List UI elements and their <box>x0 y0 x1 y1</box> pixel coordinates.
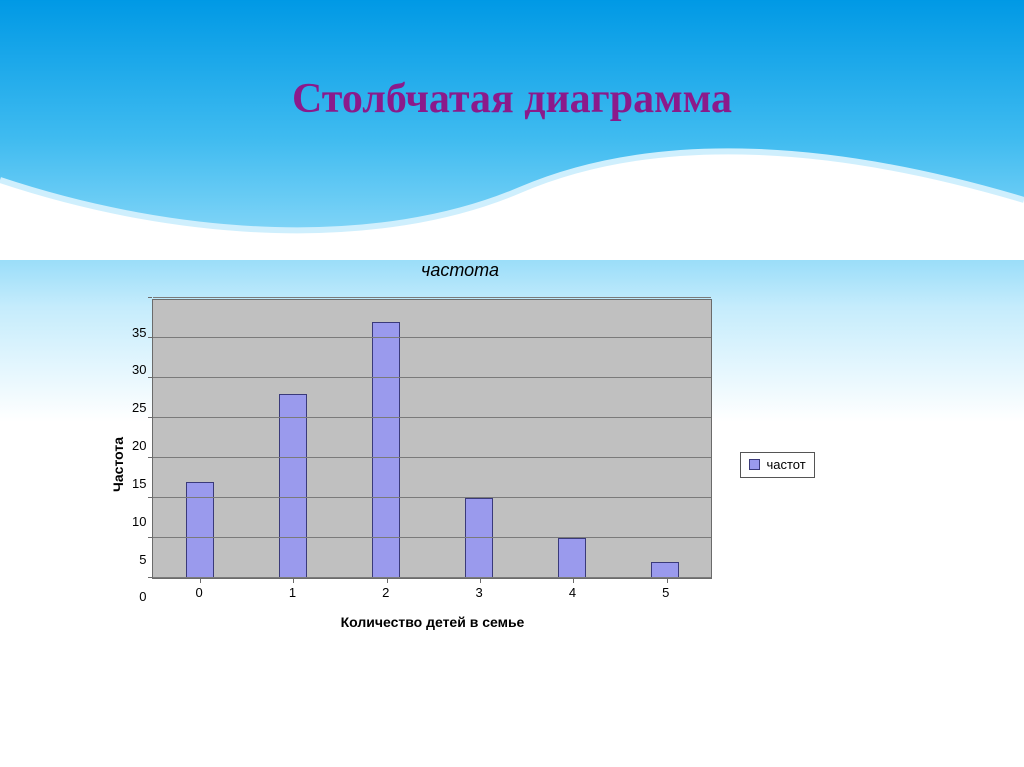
y-tick-mark <box>148 337 152 338</box>
wave-decoration <box>0 140 1024 260</box>
y-tick-label: 35 <box>132 325 146 340</box>
x-tick-mark <box>573 579 574 583</box>
grid-line <box>153 577 711 578</box>
legend-label: частот <box>766 457 805 472</box>
x-axis-label: Количество детей в семье <box>152 614 712 630</box>
y-tick-mark <box>148 537 152 538</box>
y-tick-label: 0 <box>139 589 146 604</box>
x-tick-label: 1 <box>246 585 339 600</box>
y-tick-label: 15 <box>132 476 146 491</box>
x-tick-mark <box>667 579 668 583</box>
chart-bar <box>279 394 307 578</box>
x-tick-mark <box>200 579 201 583</box>
y-tick-label: 5 <box>139 552 146 567</box>
y-axis-label: Частота <box>110 437 126 492</box>
y-tick-label: 10 <box>132 514 146 529</box>
grid-line <box>153 457 711 458</box>
grid-line <box>153 337 711 338</box>
grid-line <box>153 297 711 298</box>
x-tick-mark <box>480 579 481 583</box>
y-tick-mark <box>148 457 152 458</box>
y-tick-mark <box>148 297 152 298</box>
y-tick-label: 30 <box>132 362 146 377</box>
grid-line <box>153 377 711 378</box>
chart-bar <box>372 322 400 578</box>
chart-legend: частот <box>740 452 814 478</box>
x-tick-label: 0 <box>152 585 245 600</box>
x-tick-mark <box>293 579 294 583</box>
x-tick-mark <box>387 579 388 583</box>
y-tick-label: 25 <box>132 400 146 415</box>
slide: Столбчатая диаграмма частота Частота 353… <box>0 0 1024 767</box>
legend-swatch <box>749 459 760 470</box>
grid-line <box>153 537 711 538</box>
chart-container: частота Частота 35302520151050 012345 Ко… <box>110 260 930 630</box>
x-tick-label: 4 <box>526 585 619 600</box>
y-axis-ticks: 35 30 25 20 15 10 5 0 <box>132 325 152 605</box>
chart-bar <box>651 562 679 578</box>
y-tick-mark <box>148 497 152 498</box>
grid-line <box>153 497 711 498</box>
x-axis-ticks: 012345 <box>152 585 712 600</box>
y-tick-label: 20 <box>132 438 146 453</box>
chart-bar <box>465 498 493 578</box>
x-tick-label: 2 <box>339 585 432 600</box>
slide-title: Столбчатая диаграмма <box>0 75 1024 123</box>
chart-bar <box>558 538 586 578</box>
chart-title: частота <box>0 260 930 281</box>
y-tick-mark <box>148 577 152 578</box>
x-tick-label: 5 <box>619 585 712 600</box>
y-tick-mark <box>148 377 152 378</box>
chart-area: Частота 35302520151050 012345 Количество… <box>110 299 930 630</box>
chart-plot <box>152 299 712 579</box>
x-tick-label: 3 <box>432 585 525 600</box>
y-tick-mark <box>148 417 152 418</box>
grid-line <box>153 417 711 418</box>
